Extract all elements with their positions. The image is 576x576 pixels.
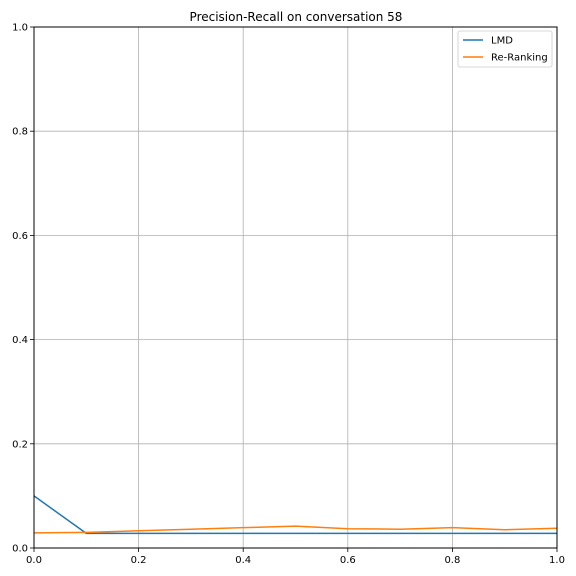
legend: LMD Re-Ranking bbox=[457, 30, 553, 68]
legend-label: Re-Ranking bbox=[491, 53, 548, 64]
x-tick-label: 1.0 bbox=[549, 555, 565, 566]
axis-ticks: 0.0 0.2 0.4 0.6 0.8 1.0 0.0 0.2 0.4 0.6 0.8 1.0 bbox=[12, 23, 565, 567]
y-tick-label: 0.0 bbox=[12, 544, 28, 555]
series-lines bbox=[33, 495, 558, 535]
x-tick-label: 0.4 bbox=[235, 555, 251, 566]
x-tick-label: 0.0 bbox=[26, 555, 42, 566]
y-tick-label: 0.6 bbox=[12, 231, 28, 242]
x-tick-label: 0.2 bbox=[131, 555, 147, 566]
x-tick-label: 0.6 bbox=[340, 555, 356, 566]
legend-label: LMD bbox=[491, 36, 513, 47]
y-tick-label: 0.8 bbox=[12, 127, 28, 138]
y-tick-label: 1.0 bbox=[12, 23, 28, 34]
x-tick-label: 0.8 bbox=[444, 555, 460, 566]
y-tick-label: 0.2 bbox=[12, 439, 28, 450]
series-line-lmd bbox=[33, 495, 557, 535]
y-tick-label: 0.4 bbox=[12, 335, 28, 346]
plot-frame bbox=[33, 26, 558, 549]
chart-title: Precision-Recall on conversation 58 bbox=[190, 10, 403, 24]
series-line-re-ranking bbox=[33, 525, 558, 534]
